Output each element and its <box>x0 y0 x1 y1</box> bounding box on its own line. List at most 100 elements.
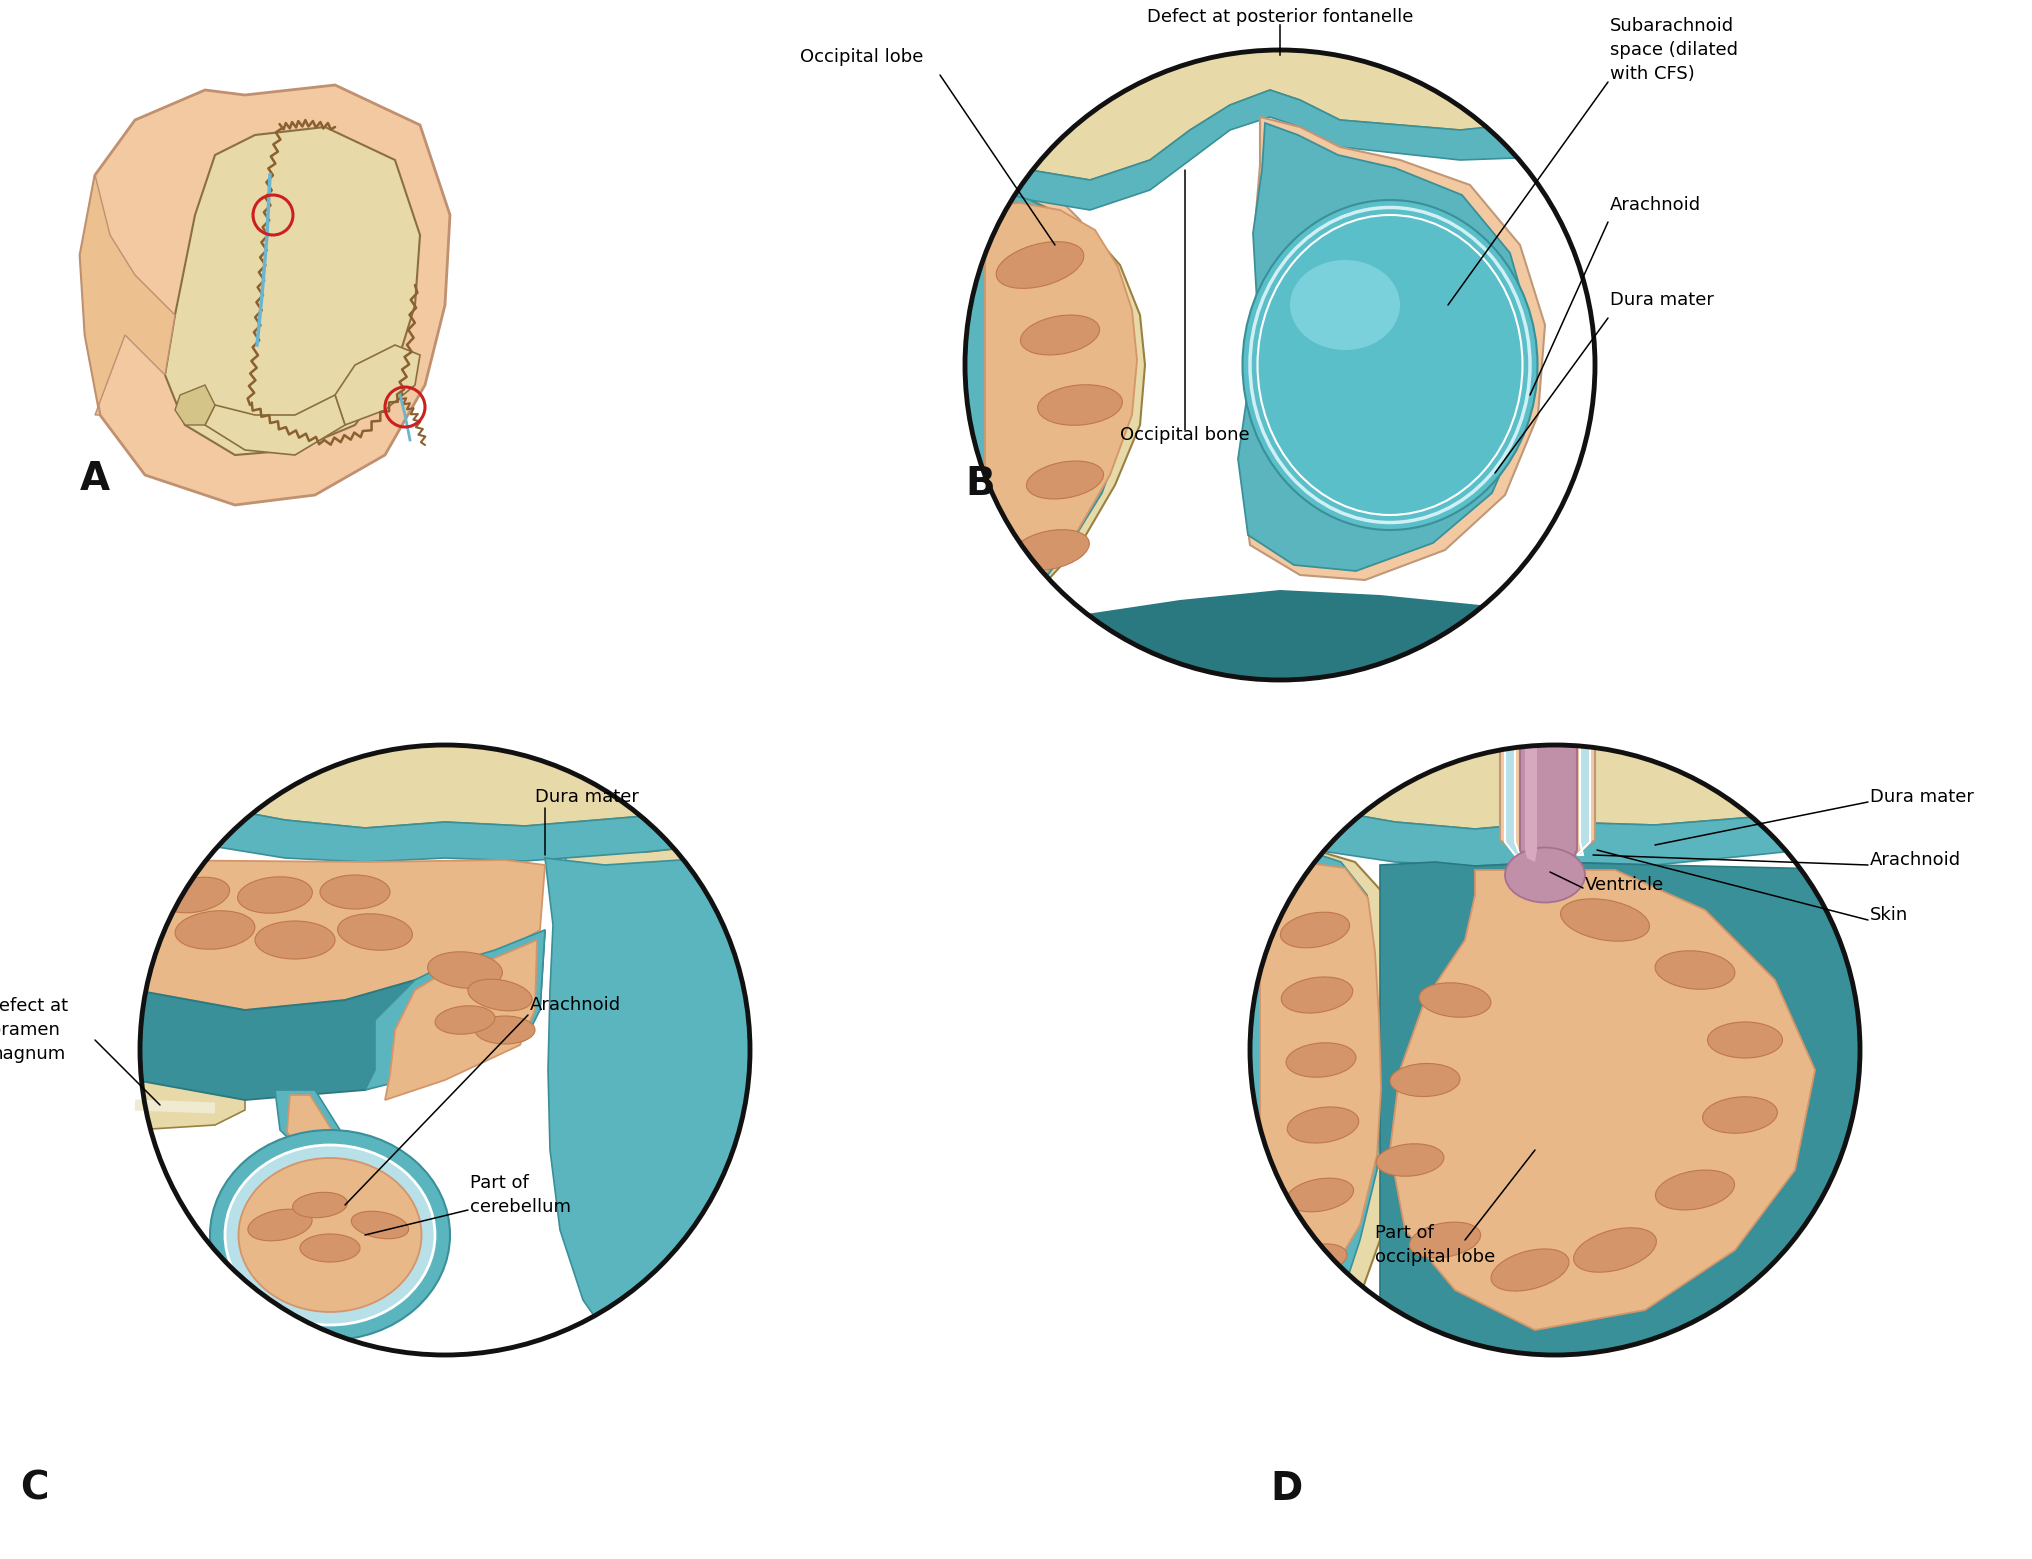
Ellipse shape <box>427 953 502 988</box>
Polygon shape <box>384 940 536 1101</box>
Ellipse shape <box>238 1158 421 1313</box>
Circle shape <box>1250 745 1859 1355</box>
Ellipse shape <box>1408 1222 1479 1258</box>
Ellipse shape <box>1026 461 1103 499</box>
Ellipse shape <box>1036 385 1122 426</box>
Polygon shape <box>545 854 754 1359</box>
Polygon shape <box>1504 675 1520 854</box>
Polygon shape <box>1577 675 1589 854</box>
Polygon shape <box>1520 675 1577 865</box>
Polygon shape <box>1240 734 1869 833</box>
Ellipse shape <box>254 921 335 959</box>
Polygon shape <box>165 126 421 455</box>
Ellipse shape <box>1282 1244 1347 1277</box>
Polygon shape <box>563 840 754 1359</box>
Polygon shape <box>1390 870 1815 1330</box>
Ellipse shape <box>1504 848 1585 903</box>
Text: Dura mater: Dura mater <box>1609 292 1713 309</box>
Ellipse shape <box>1280 912 1349 948</box>
Polygon shape <box>1240 828 1361 1366</box>
Polygon shape <box>175 385 215 426</box>
Ellipse shape <box>352 1211 408 1239</box>
Ellipse shape <box>248 1210 313 1241</box>
Ellipse shape <box>1376 1144 1443 1175</box>
Polygon shape <box>959 90 1599 210</box>
Polygon shape <box>134 741 754 833</box>
Polygon shape <box>1524 675 1536 862</box>
Circle shape <box>965 50 1595 680</box>
Polygon shape <box>959 179 1130 684</box>
Text: D: D <box>1270 1470 1303 1508</box>
Polygon shape <box>1240 840 1380 1366</box>
Ellipse shape <box>1286 1043 1355 1077</box>
Polygon shape <box>335 345 421 426</box>
Ellipse shape <box>1707 1023 1782 1059</box>
Polygon shape <box>1240 798 1869 865</box>
Ellipse shape <box>337 914 412 951</box>
Ellipse shape <box>226 1144 435 1325</box>
Text: Occipital bone: Occipital bone <box>1120 426 1250 444</box>
Text: Defect at
foramen
magnum: Defect at foramen magnum <box>0 998 69 1063</box>
Polygon shape <box>1500 675 1595 854</box>
Text: A: A <box>79 460 110 497</box>
Ellipse shape <box>996 242 1083 288</box>
Polygon shape <box>134 861 545 1010</box>
Ellipse shape <box>319 875 390 909</box>
Ellipse shape <box>1701 1098 1776 1133</box>
Ellipse shape <box>1390 1063 1459 1096</box>
Polygon shape <box>205 394 345 455</box>
Polygon shape <box>1240 734 1869 829</box>
Ellipse shape <box>1286 1179 1353 1211</box>
Text: Skin: Skin <box>1869 906 1908 924</box>
Polygon shape <box>1240 840 1396 1366</box>
Ellipse shape <box>238 876 313 914</box>
Polygon shape <box>79 86 449 505</box>
Ellipse shape <box>475 1016 534 1045</box>
Ellipse shape <box>1286 1107 1357 1143</box>
Text: Part of
cerebellum: Part of cerebellum <box>469 1174 571 1216</box>
Polygon shape <box>274 1090 345 1165</box>
Polygon shape <box>79 175 175 415</box>
Ellipse shape <box>1654 1171 1733 1210</box>
Text: Dura mater: Dura mater <box>534 787 638 806</box>
Text: Ventricle: Ventricle <box>1585 876 1664 893</box>
Ellipse shape <box>1010 530 1089 571</box>
Text: Occipital lobe: Occipital lobe <box>801 48 923 65</box>
Text: B: B <box>965 465 994 504</box>
Polygon shape <box>287 1094 337 1161</box>
Polygon shape <box>134 795 754 862</box>
Text: Part of
occipital lobe: Part of occipital lobe <box>1374 1224 1494 1266</box>
Ellipse shape <box>161 878 230 914</box>
Polygon shape <box>134 741 754 828</box>
Ellipse shape <box>1654 951 1733 990</box>
Ellipse shape <box>175 910 254 949</box>
Polygon shape <box>1237 123 1532 571</box>
Ellipse shape <box>1561 900 1648 942</box>
Ellipse shape <box>1418 982 1489 1016</box>
Text: Subarachnoid
space (dilated
with CFS): Subarachnoid space (dilated with CFS) <box>1609 17 1737 83</box>
Polygon shape <box>589 828 754 1359</box>
Circle shape <box>140 745 750 1355</box>
Text: Arachnoid: Arachnoid <box>1869 851 1961 868</box>
Polygon shape <box>134 1080 246 1130</box>
Ellipse shape <box>1280 977 1351 1013</box>
Ellipse shape <box>467 979 532 1010</box>
Polygon shape <box>1260 862 1380 1330</box>
Ellipse shape <box>1573 1228 1656 1272</box>
Polygon shape <box>1380 862 1869 1366</box>
Polygon shape <box>986 203 1136 645</box>
Ellipse shape <box>209 1130 449 1341</box>
Ellipse shape <box>1242 200 1536 530</box>
Polygon shape <box>959 589 1599 684</box>
Text: Dura mater: Dura mater <box>1869 787 1973 806</box>
Ellipse shape <box>1290 260 1400 351</box>
Text: Arachnoid: Arachnoid <box>530 996 622 1013</box>
Polygon shape <box>1240 117 1544 580</box>
Ellipse shape <box>1489 1249 1569 1291</box>
Polygon shape <box>959 45 1599 179</box>
Ellipse shape <box>435 1006 494 1034</box>
Polygon shape <box>366 931 545 1090</box>
Polygon shape <box>959 179 1144 684</box>
Ellipse shape <box>293 1193 347 1218</box>
Polygon shape <box>959 145 1124 684</box>
